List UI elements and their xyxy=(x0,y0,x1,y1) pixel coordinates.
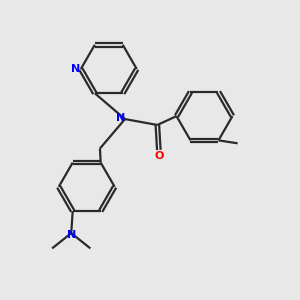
Text: N: N xyxy=(71,64,80,74)
Text: N: N xyxy=(67,230,76,240)
Text: O: O xyxy=(154,152,164,161)
Text: N: N xyxy=(116,112,125,123)
